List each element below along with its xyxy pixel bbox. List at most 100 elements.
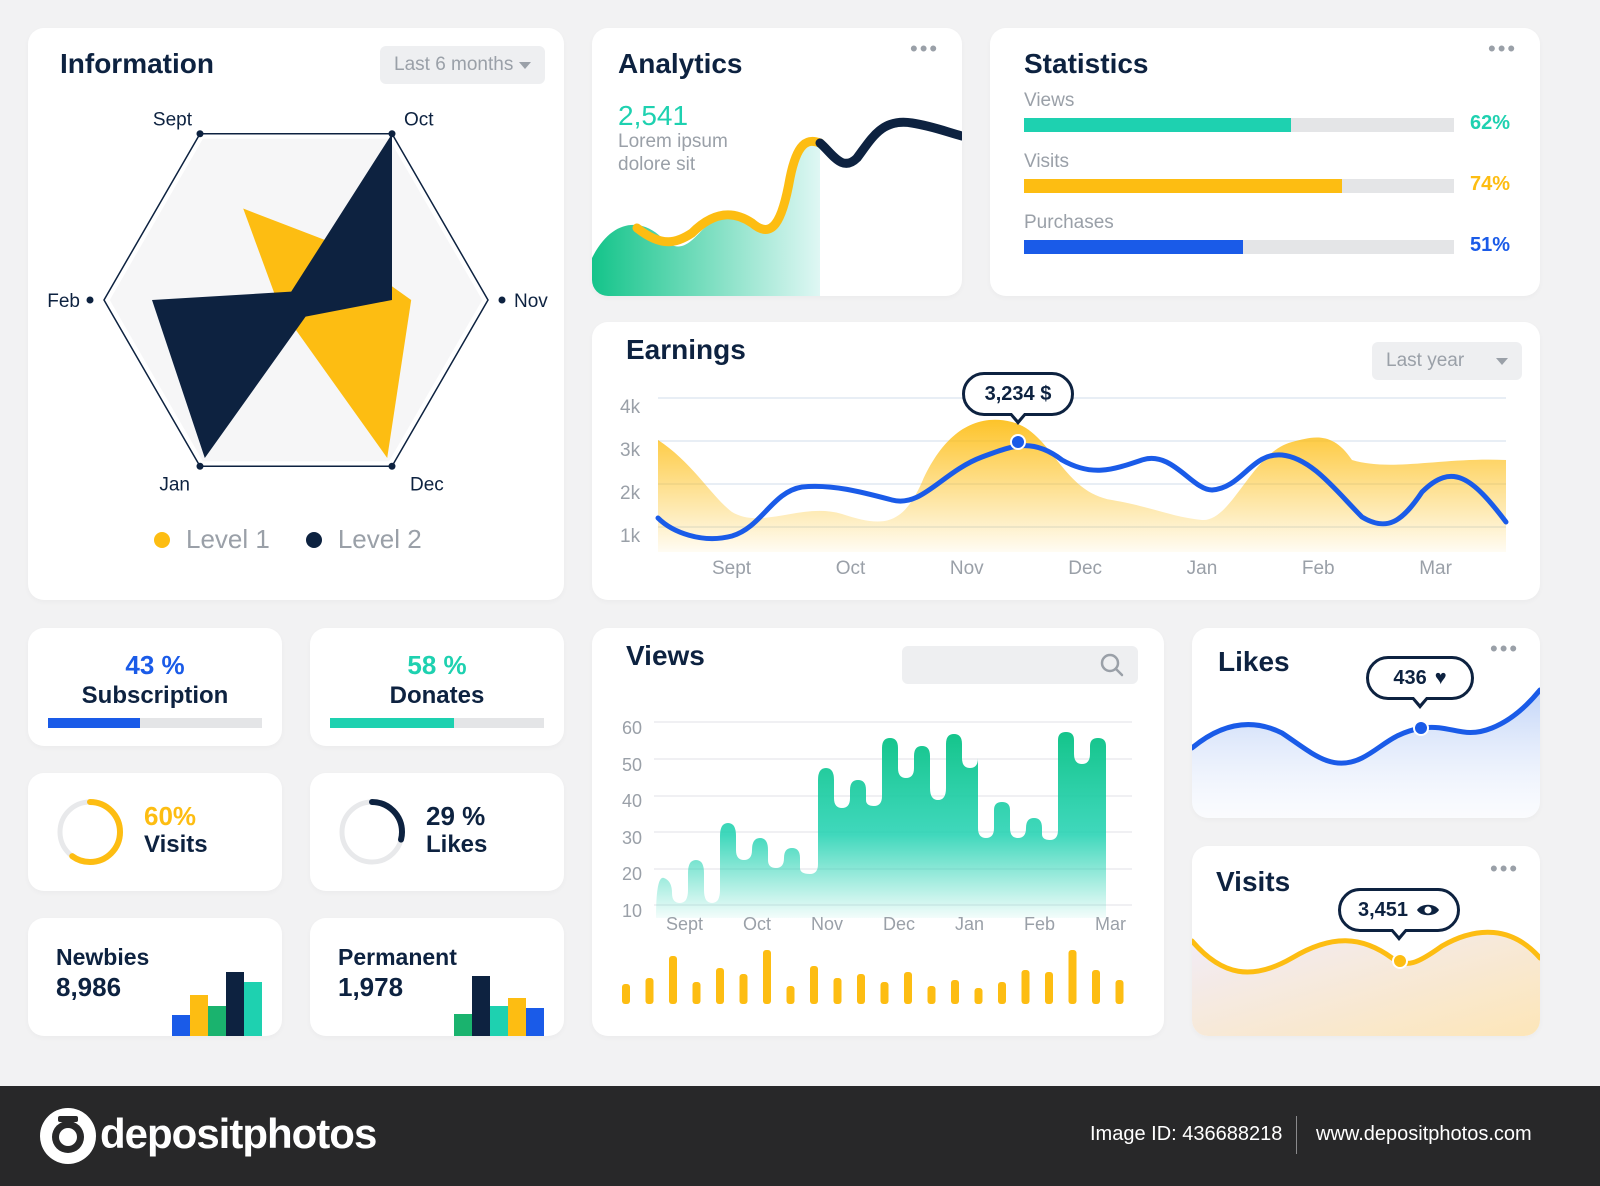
views-card: Views 60 50 40 30 20 10 Sept: [592, 628, 1164, 1036]
radar-vertex-dot: [196, 130, 204, 138]
period-dropdown-value: Last 6 months: [394, 54, 514, 75]
views-mini-bar: [974, 988, 983, 1004]
likes-ring-pct: 29 %: [426, 801, 486, 831]
radar-chart: Sept Oct Nov Dec Jan Feb: [47, 110, 548, 496]
y-tick: 1k: [620, 526, 641, 547]
views-mini-bar: [716, 968, 724, 1004]
stat-bar-visits: [1024, 179, 1454, 193]
analytics-caption: Lorem ipsum dolore sit: [618, 131, 728, 175]
statistics-card: Statistics ••• Views 62% Visits 74% Purchase…: [990, 28, 1540, 296]
donates-card: 58 % Donates: [310, 628, 564, 746]
earnings-tooltip-point: [1010, 434, 1026, 450]
x-tick: Nov: [810, 914, 843, 934]
radar-axis-label: Feb: [47, 291, 80, 312]
earnings-y-axis: 4k 3k 2k 1k: [620, 386, 640, 558]
x-tick: Oct: [743, 914, 772, 934]
visits-tooltip-point: [1392, 953, 1408, 969]
newbies-bars: [172, 972, 262, 1036]
y-tick: 30: [622, 827, 643, 848]
views-search-box[interactable]: [902, 646, 1138, 684]
bar: [490, 1006, 508, 1036]
radar-vertex-dot: [388, 462, 396, 470]
chevron-down-icon: [1496, 357, 1508, 365]
visits-chart: [1192, 929, 1540, 1036]
legend-item-level-1: Level 1: [154, 524, 270, 555]
visits-more-icon[interactable]: •••: [1490, 856, 1520, 881]
subscription-pct: 43 %: [125, 650, 185, 680]
bar: [454, 1014, 472, 1036]
analytics-more-icon[interactable]: •••: [910, 36, 940, 61]
earnings-card: Earnings Last year 3,234 $ 4k 3k 2k 1k S…: [592, 322, 1540, 600]
permanent-label: Permanent: [338, 944, 457, 970]
legend-dot-level-2: [305, 531, 322, 548]
y-tick: 4k: [620, 397, 641, 418]
views-search-input[interactable]: [910, 650, 1090, 680]
views-mini-bar: [927, 986, 936, 1004]
views-mini-bar: [880, 982, 889, 1004]
footer-image-id: Image ID: 436688218: [1090, 1123, 1283, 1145]
subscription-progress-fill: [48, 718, 141, 728]
period-dropdown[interactable]: Last 6 months: [380, 46, 546, 84]
visits-ring-arc: [57, 799, 123, 865]
stat-bar-fill-visits: [1024, 179, 1343, 193]
bar: [508, 998, 526, 1036]
views-mini-bar: [1045, 972, 1053, 1004]
views-mini-bar: [692, 982, 701, 1004]
x-tick: Mar: [1094, 914, 1126, 934]
radar-vertex-dot: [196, 462, 204, 470]
stat-label-visits: Visits: [1024, 151, 1070, 172]
views-mini-bar: [951, 980, 959, 1004]
earnings-tooltip: 3,234 $: [962, 372, 1074, 416]
bar: [208, 1006, 226, 1036]
donates-pct: 58 %: [407, 650, 467, 680]
views-mini-bar: [1021, 970, 1030, 1004]
visits-ring-card: 60% Visits: [28, 773, 282, 891]
likes-ring-label: Likes: [426, 831, 488, 858]
subscription-card: 43 % Subscription: [28, 628, 282, 746]
donates-label: Donates: [389, 682, 485, 709]
information-title: Information: [60, 48, 214, 79]
views-x-axis: Sept Oct Nov Dec Jan Feb Mar: [666, 914, 1126, 935]
bar: [244, 982, 262, 1036]
visits-ring-pct: 60%: [144, 801, 197, 831]
x-tick: Dec: [1068, 558, 1103, 579]
stat-pct-views: 62%: [1470, 112, 1511, 134]
analytics-chart: [592, 117, 962, 296]
earnings-area: [658, 419, 1506, 552]
information-card: Information Last 6 months Sept Oct Nov Dec J…: [28, 28, 564, 600]
visits-chart-title: Visits: [1216, 866, 1291, 897]
radar-axis-label: Oct: [404, 110, 434, 131]
earnings-period-dropdown[interactable]: Last year: [1372, 342, 1522, 380]
earnings-tooltip-value: 3,234 $: [984, 382, 1052, 405]
likes-ring: [339, 799, 405, 865]
subscription-progress: [48, 718, 262, 728]
bar: [190, 995, 208, 1036]
y-tick: 3k: [620, 440, 641, 461]
radar-vertex-dot: [86, 296, 94, 304]
earnings-chart: [655, 397, 1509, 552]
permanent-value: 1,978: [338, 972, 404, 1002]
radar-level-2: [152, 133, 392, 458]
visits-line: [1192, 929, 1540, 975]
likes-more-icon[interactable]: •••: [1490, 636, 1520, 661]
radar-vertex-dot: [498, 296, 506, 304]
views-mini-bar: [645, 978, 654, 1004]
statistics-more-icon[interactable]: •••: [1488, 36, 1518, 61]
likes-ring-card: 29 % Likes: [310, 773, 564, 891]
analytics-navy-line: [815, 117, 962, 168]
views-mini-bar: [669, 956, 677, 1004]
stat-bar-views: [1024, 118, 1454, 132]
x-tick: Mar: [1419, 558, 1452, 579]
permanent-card: Permanent 1,978: [310, 918, 564, 1036]
visits-chart-card: Visits ••• 3,451: [1192, 846, 1540, 1036]
footer-divider: [1296, 1116, 1297, 1154]
x-tick: Dec: [882, 914, 915, 934]
permanent-bars: [454, 976, 544, 1036]
newbies-label: Newbies: [56, 944, 150, 970]
analytics-card: Analytics ••• 2,541 Lorem ipsum dolore s…: [592, 28, 962, 296]
views-mini-bar: [857, 974, 865, 1004]
earnings-title: Earnings: [626, 334, 746, 365]
footer-url[interactable]: www.depositphotos.com: [1316, 1123, 1532, 1145]
earnings-line: [655, 443, 1509, 542]
likes-title: Likes: [1218, 646, 1290, 677]
